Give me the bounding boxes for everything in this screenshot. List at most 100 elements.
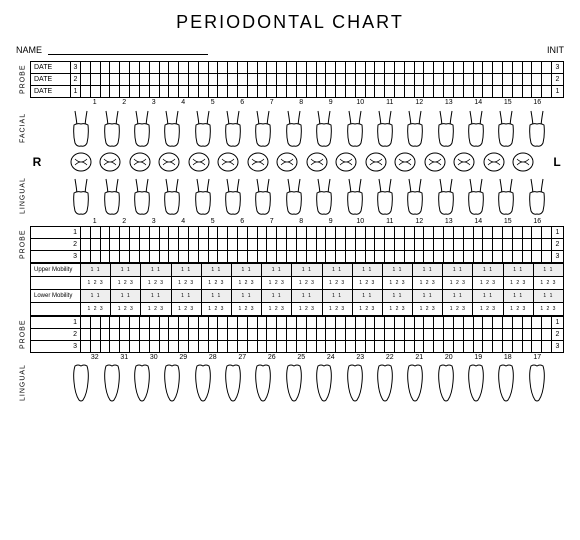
grid-cell[interactable] [169,227,179,238]
grid-cell[interactable] [287,239,297,250]
grid-cell[interactable] [189,341,199,352]
grid-cell[interactable] [258,62,268,73]
grid-cell[interactable] [101,62,111,73]
grid-cell[interactable] [238,74,248,85]
grid-cell[interactable] [424,74,434,85]
grid-cell[interactable] [542,62,552,73]
grid-cell[interactable] [297,74,307,85]
grid-cell[interactable] [317,239,327,250]
grid-cell[interactable] [356,317,366,328]
grid-cell[interactable] [130,251,140,262]
grid-cell[interactable] [189,74,199,85]
mobility-cell[interactable]: 1 1 [473,290,503,302]
mobility-cell[interactable]: 1 2 3 [141,277,171,289]
grid-cell[interactable] [81,86,91,97]
date-cell[interactable]: DATE [31,62,71,73]
grid-cell[interactable] [228,62,238,73]
grid-cell[interactable] [444,341,454,352]
grid-cell[interactable] [81,329,91,340]
grid-cell[interactable] [91,329,101,340]
grid-cell[interactable] [415,74,425,85]
grid-cell[interactable] [454,251,464,262]
grid-cell[interactable] [375,239,385,250]
grid-cell[interactable] [385,86,395,97]
mobility-cell[interactable]: 1 2 3 [443,303,473,315]
grid-cell[interactable] [385,329,395,340]
grid-cell[interactable] [444,74,454,85]
grid-cell[interactable] [454,239,464,250]
grid-cell[interactable] [160,74,170,85]
grid-cell[interactable] [483,317,493,328]
grid-cell[interactable] [503,239,513,250]
grid-cell[interactable] [523,329,533,340]
grid-cell[interactable] [405,227,415,238]
grid-cell[interactable] [444,329,454,340]
grid-cell[interactable] [326,329,336,340]
grid-cell[interactable] [375,86,385,97]
grid-cell[interactable] [434,227,444,238]
grid-cell[interactable] [464,86,474,97]
grid-cell[interactable] [209,329,219,340]
grid-cell[interactable] [454,317,464,328]
grid-cell[interactable] [317,341,327,352]
grid-cell[interactable] [120,329,130,340]
grid-cell[interactable] [366,227,376,238]
mobility-cell[interactable]: 1 2 3 [232,277,262,289]
mobility-cell[interactable]: 1 1 [81,290,111,302]
mobility-cell[interactable]: 1 2 3 [202,277,232,289]
grid-cell[interactable] [81,251,91,262]
mobility-cell[interactable]: 1 1 [81,264,111,276]
grid-cell[interactable] [326,227,336,238]
grid-cell[interactable] [317,62,327,73]
grid-cell[interactable] [209,227,219,238]
grid-cell[interactable] [366,329,376,340]
grid-cell[interactable] [444,251,454,262]
grid-cell[interactable] [238,227,248,238]
grid-cell[interactable] [385,74,395,85]
grid-cell[interactable] [464,317,474,328]
grid-cell[interactable] [150,86,160,97]
grid-cell[interactable] [493,227,503,238]
grid-cell[interactable] [503,329,513,340]
grid-cell[interactable] [160,329,170,340]
grid-cell[interactable] [415,227,425,238]
grid-cell[interactable] [199,74,209,85]
grid-cell[interactable] [110,251,120,262]
grid-cell[interactable] [160,239,170,250]
grid-cell[interactable] [258,239,268,250]
grid-cell[interactable] [405,329,415,340]
grid-cell[interactable] [385,62,395,73]
grid-cell[interactable] [395,317,405,328]
grid-cell[interactable] [483,86,493,97]
grid-cell[interactable] [179,227,189,238]
mobility-cell[interactable]: 1 2 3 [111,277,141,289]
mobility-cell[interactable]: 1 2 3 [383,303,413,315]
grid-cell[interactable] [444,62,454,73]
mobility-cell[interactable]: 1 2 3 [413,277,443,289]
grid-cell[interactable] [317,251,327,262]
mobility-cell[interactable]: 1 1 [292,264,322,276]
grid-cell[interactable] [356,329,366,340]
grid-cell[interactable] [130,227,140,238]
grid-cell[interactable] [474,86,484,97]
grid-cell[interactable] [218,62,228,73]
grid-cell[interactable] [532,251,542,262]
grid-cell[interactable] [356,227,366,238]
mobility-cell[interactable]: 1 1 [292,290,322,302]
grid-cell[interactable] [179,239,189,250]
grid-cell[interactable] [238,239,248,250]
grid-cell[interactable] [267,62,277,73]
grid-cell[interactable] [120,251,130,262]
mobility-cell[interactable]: 1 2 3 [81,277,111,289]
grid-cell[interactable] [277,86,287,97]
grid-cell[interactable] [218,86,228,97]
grid-cell[interactable] [189,251,199,262]
grid-cell[interactable] [267,74,277,85]
grid-cell[interactable] [513,251,523,262]
grid-cell[interactable] [542,329,552,340]
grid-cell[interactable] [523,317,533,328]
grid-cell[interactable] [474,251,484,262]
grid-cell[interactable] [444,239,454,250]
grid-cell[interactable] [356,251,366,262]
grid-cell[interactable] [307,341,317,352]
